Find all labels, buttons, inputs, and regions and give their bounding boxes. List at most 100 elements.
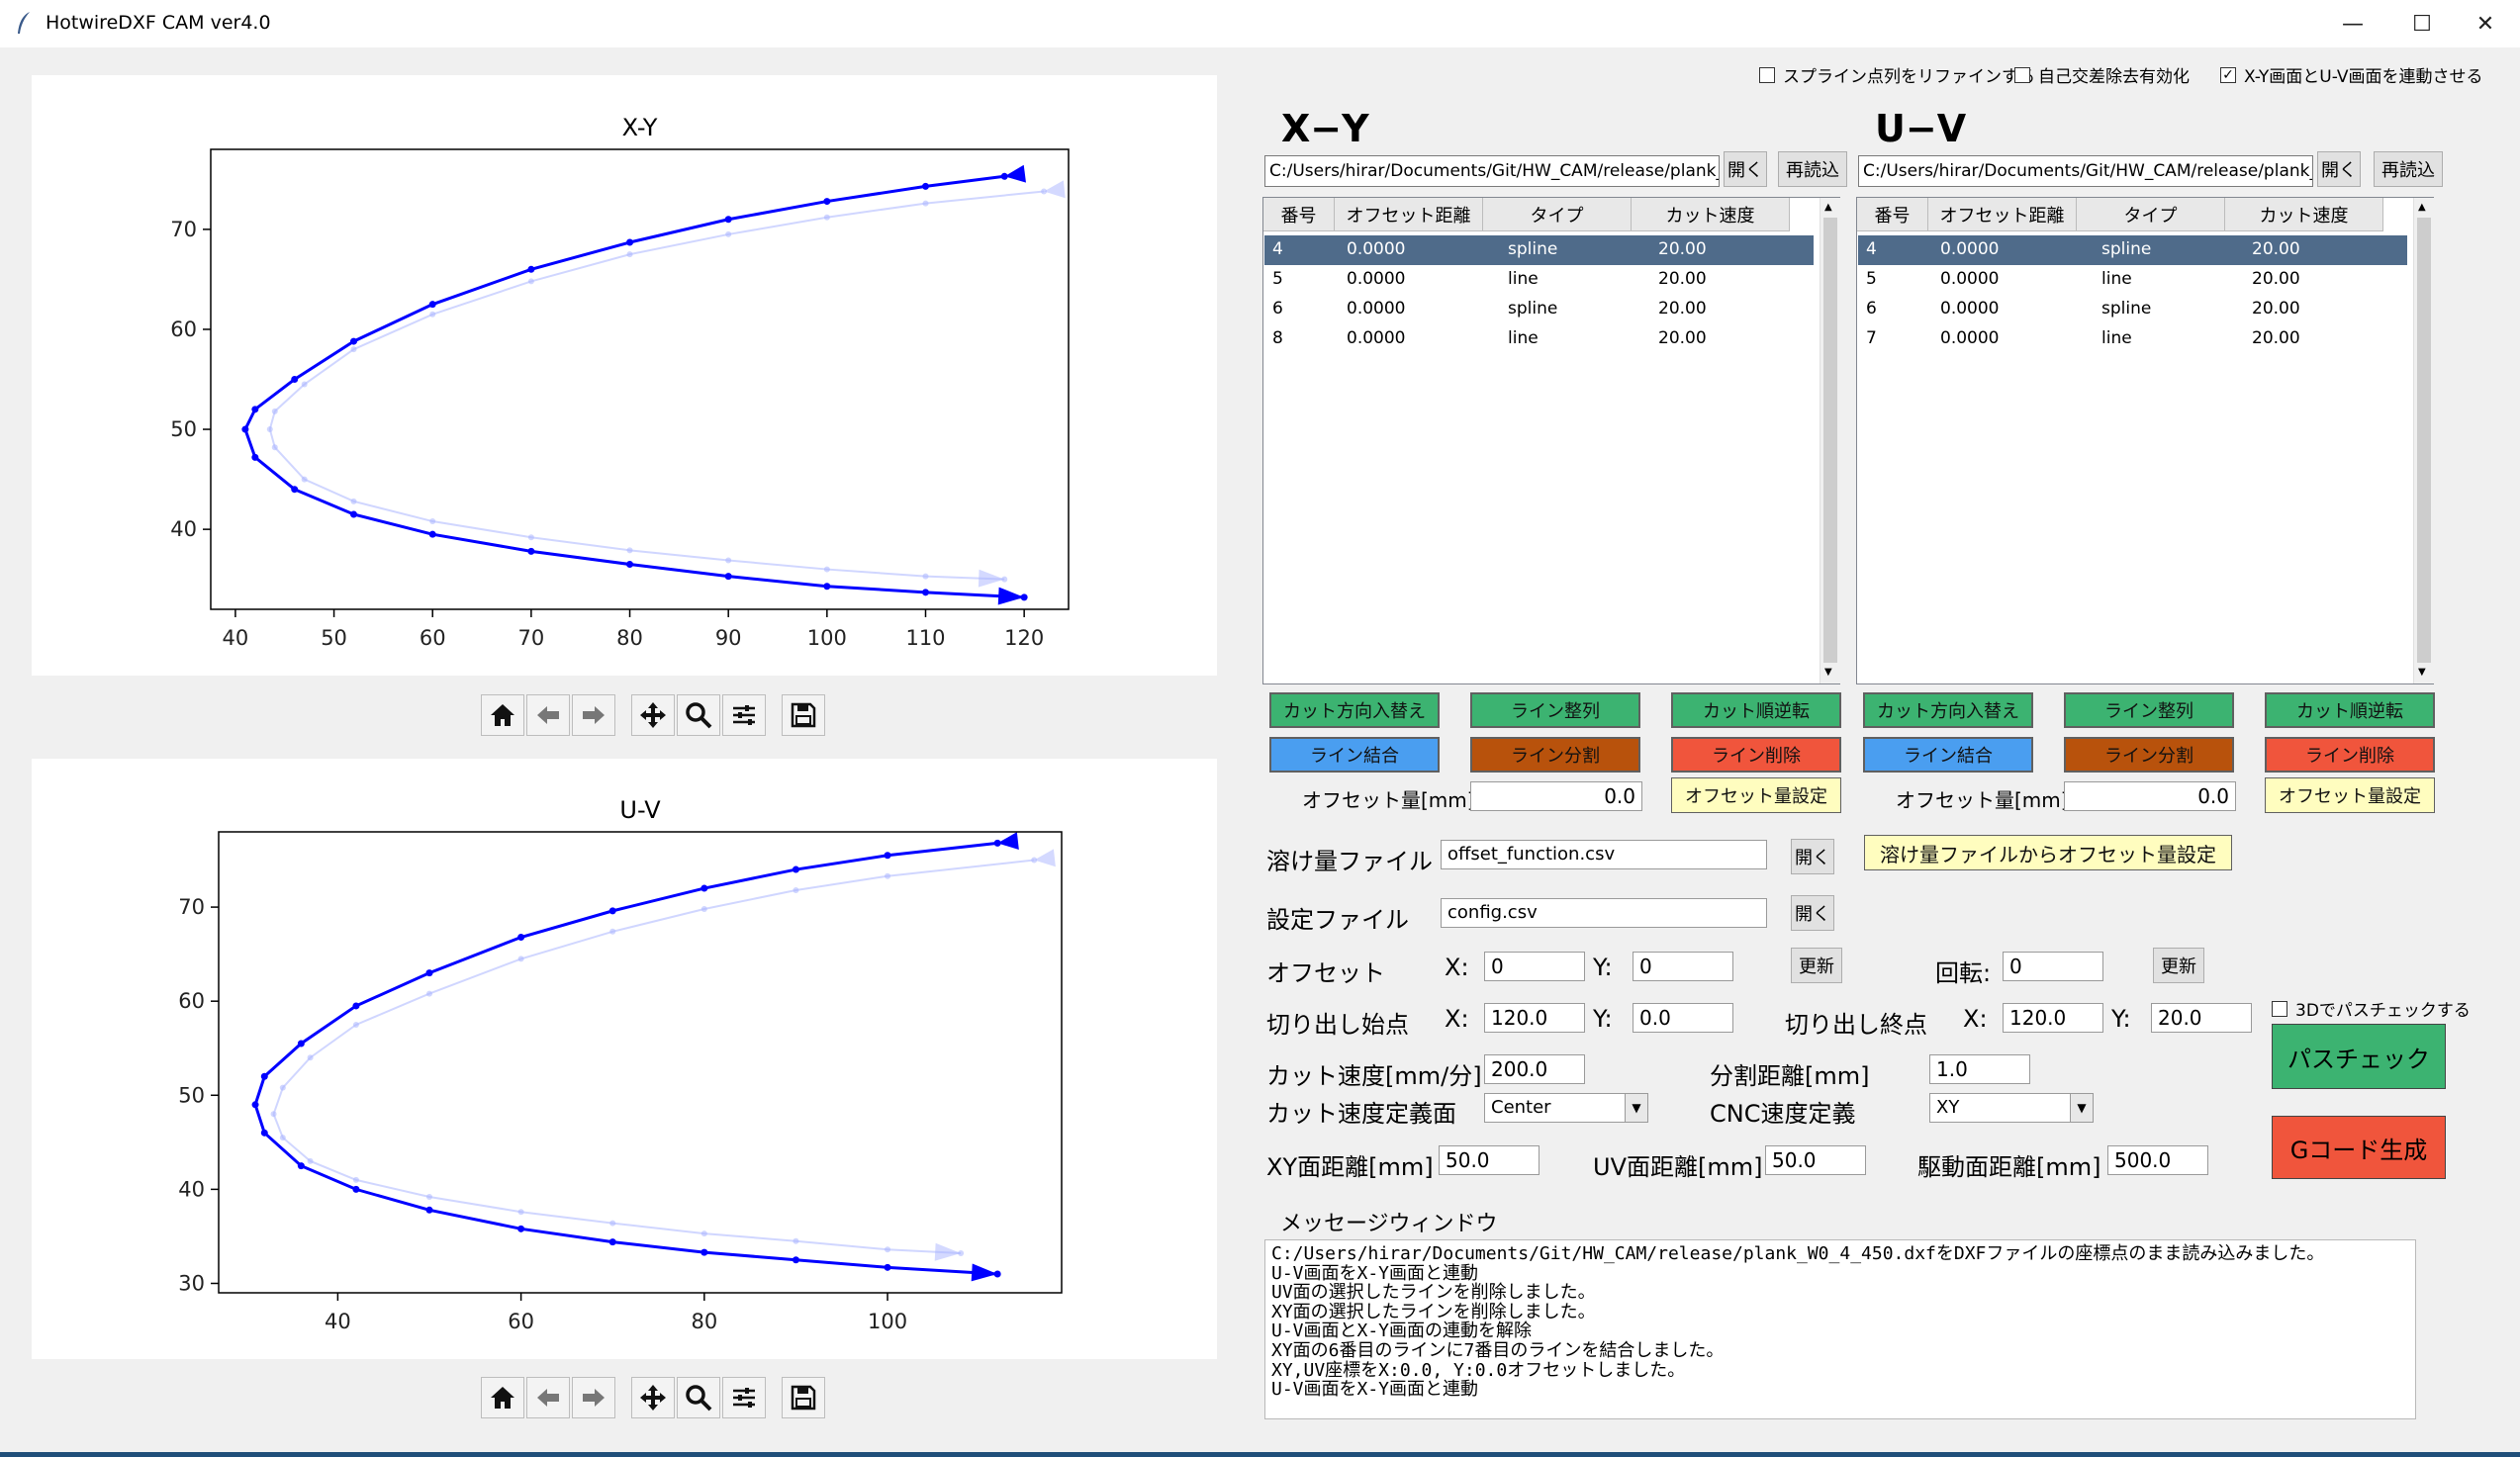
pan-icon[interactable] (631, 694, 675, 736)
scroll-up-icon[interactable]: ▲ (2418, 202, 2426, 213)
uv-delete-button[interactable]: ライン削除 (2265, 737, 2435, 773)
chevron-down-icon[interactable]: ▼ (1625, 1094, 1647, 1122)
check-3d-checkbox[interactable] (2272, 1000, 2287, 1017)
xy-align-button[interactable]: ライン整列 (1470, 692, 1640, 728)
xy-reverse-order-button[interactable]: カット順逆転 (1671, 692, 1841, 728)
uv-distance-input[interactable]: 50.0 (1765, 1145, 1866, 1175)
scroll-down-icon[interactable]: ▼ (2418, 667, 2426, 678)
check-3d-option[interactable]: 3Dでパスチェックする (2272, 996, 2471, 1021)
xy-swap-direction-button[interactable]: カット方向入替え (1269, 692, 1440, 728)
xy-distance-input[interactable]: 50.0 (1439, 1145, 1540, 1175)
cut-end-x-input[interactable]: 120.0 (2003, 1003, 2103, 1033)
zoom-icon[interactable] (677, 694, 720, 736)
speed-plane-select[interactable]: Center ▼ (1484, 1093, 1648, 1123)
xy-reload-button[interactable]: 再読込 (1778, 151, 1847, 187)
offset-update-button[interactable]: 更新 (1791, 948, 1842, 983)
cut-start-x-input[interactable]: 120.0 (1484, 1003, 1585, 1033)
xy-delete-button[interactable]: ライン削除 (1671, 737, 1841, 773)
cut-speed-input[interactable]: 200.0 (1484, 1054, 1585, 1084)
xy-plot[interactable]: X-Y 40 50 60 70 80 90 100 110 120 40 50 60 70 (32, 75, 1217, 676)
back-arrow-icon[interactable] (526, 1377, 570, 1418)
xy-table-scrollbar[interactable]: ▲ ▼ (1820, 198, 1840, 683)
rotate-input[interactable]: 0 (2003, 952, 2103, 981)
uv-plot[interactable]: U-V 40 60 80 100 30 40 50 60 70 (32, 759, 1217, 1359)
xy-offset-input[interactable]: 0.0 (1470, 781, 1642, 811)
drive-distance-input[interactable]: 500.0 (2107, 1145, 2208, 1175)
uv-align-button[interactable]: ライン整列 (2064, 692, 2234, 728)
col-header-type[interactable]: タイプ (2077, 198, 2225, 231)
option-refine-spline[interactable]: スプライン点列をリファインする (1759, 62, 2035, 87)
cut-end-y-input[interactable]: 20.0 (2151, 1003, 2252, 1033)
split-distance-input[interactable]: 1.0 (1929, 1054, 2030, 1084)
save-icon[interactable] (782, 694, 825, 736)
zoom-icon[interactable] (677, 1377, 720, 1418)
xy-merge-button[interactable]: ライン結合 (1269, 737, 1440, 773)
link-views-checkbox[interactable]: ✓ (2220, 66, 2236, 83)
scroll-thumb[interactable] (2417, 218, 2431, 663)
maximize-button[interactable]: ☐ (2412, 11, 2432, 37)
table-row[interactable]: 6 0.0000 spline 20.00 (1858, 295, 2407, 324)
uv-offset-input[interactable]: 0.0 (2064, 781, 2236, 811)
col-header-offset[interactable]: オフセット距離 (1335, 198, 1483, 231)
scroll-up-icon[interactable]: ▲ (1824, 202, 1832, 213)
uv-merge-button[interactable]: ライン結合 (1863, 737, 2033, 773)
save-icon[interactable] (782, 1377, 825, 1418)
message-log[interactable]: C:/Users/hirar/Documents/Git/HW_CAM/rele… (1264, 1239, 2416, 1419)
uv-reload-button[interactable]: 再読込 (2374, 151, 2443, 187)
cut-start-y-input[interactable]: 0.0 (1633, 1003, 1733, 1033)
table-row[interactable]: 5 0.0000 line 20.00 (1264, 265, 1814, 295)
xy-file-path[interactable]: C:/Users/hirar/Documents/Git/HW_CAM/rele… (1264, 155, 1720, 187)
gcode-generate-button[interactable]: Gコード生成 (2272, 1116, 2446, 1179)
self-intersection-checkbox[interactable] (2014, 66, 2030, 83)
uv-file-path[interactable]: C:/Users/hirar/Documents/Git/HW_CAM/rele… (1858, 155, 2313, 187)
col-header-number[interactable]: 番号 (1857, 198, 1928, 231)
cnc-speed-select[interactable]: XY ▼ (1929, 1093, 2094, 1123)
option-self-intersection[interactable]: 自己交差除去有効化 (2014, 62, 2190, 87)
forward-arrow-icon[interactable] (572, 694, 615, 736)
offset-x-input[interactable]: 0 (1484, 952, 1585, 981)
melt-file-input[interactable]: offset_function.csv (1441, 840, 1767, 869)
chevron-down-icon[interactable]: ▼ (2070, 1094, 2093, 1122)
config-open-button[interactable]: 開く (1791, 895, 1834, 931)
config-file-input[interactable]: config.csv (1441, 898, 1767, 928)
rotate-update-button[interactable]: 更新 (2153, 948, 2204, 983)
home-icon[interactable] (481, 694, 524, 736)
refine-spline-checkbox[interactable] (1759, 66, 1775, 83)
col-header-offset[interactable]: オフセット距離 (1928, 198, 2077, 231)
melt-open-button[interactable]: 開く (1791, 839, 1834, 874)
configure-subplots-icon[interactable] (722, 694, 766, 736)
option-link-views[interactable]: ✓ X-Y画面とU-V画面を連動させる (2220, 62, 2483, 87)
pan-icon[interactable] (631, 1377, 675, 1418)
path-check-button[interactable]: パスチェック (2272, 1024, 2446, 1089)
melt-apply-button[interactable]: 溶け量ファイルからオフセット量設定 (1864, 835, 2232, 870)
xy-split-button[interactable]: ライン分割 (1470, 737, 1640, 773)
table-row[interactable]: 6 0.0000 spline 20.00 (1264, 295, 1814, 324)
uv-split-button[interactable]: ライン分割 (2064, 737, 2234, 773)
xy-offset-set-button[interactable]: オフセット量設定 (1671, 777, 1841, 813)
table-row[interactable]: 4 0.0000 spline 20.00 (1264, 235, 1814, 265)
configure-subplots-icon[interactable] (722, 1377, 766, 1418)
uv-line-table[interactable]: 番号 オフセット距離 タイプ カット速度 4 0.0000 spline 20.… (1856, 197, 2434, 684)
xy-line-table[interactable]: 番号 オフセット距離 タイプ カット速度 4 0.0000 spline 20.… (1262, 197, 1840, 684)
col-header-speed[interactable]: カット速度 (2225, 198, 2383, 231)
uv-reverse-order-button[interactable]: カット順逆転 (2265, 692, 2435, 728)
offset-y-input[interactable]: 0 (1633, 952, 1733, 981)
uv-table-scrollbar[interactable]: ▲ ▼ (2413, 198, 2434, 683)
col-header-number[interactable]: 番号 (1263, 198, 1335, 231)
col-header-speed[interactable]: カット速度 (1632, 198, 1790, 231)
uv-swap-direction-button[interactable]: カット方向入替え (1863, 692, 2033, 728)
uv-offset-set-button[interactable]: オフセット量設定 (2265, 777, 2435, 813)
minimize-button[interactable]: — (2342, 11, 2364, 37)
uv-open-button[interactable]: 開く (2317, 151, 2361, 187)
xy-open-button[interactable]: 開く (1724, 151, 1767, 187)
close-button[interactable]: ✕ (2475, 11, 2495, 37)
scroll-down-icon[interactable]: ▼ (1824, 667, 1832, 678)
scroll-thumb[interactable] (1823, 218, 1837, 663)
table-row[interactable]: 4 0.0000 spline 20.00 (1858, 235, 2407, 265)
col-header-type[interactable]: タイプ (1483, 198, 1632, 231)
home-icon[interactable] (481, 1377, 524, 1418)
table-row[interactable]: 7 0.0000 line 20.00 (1858, 324, 2407, 354)
table-row[interactable]: 5 0.0000 line 20.00 (1858, 265, 2407, 295)
table-row[interactable]: 8 0.0000 line 20.00 (1264, 324, 1814, 354)
back-arrow-icon[interactable] (526, 694, 570, 736)
